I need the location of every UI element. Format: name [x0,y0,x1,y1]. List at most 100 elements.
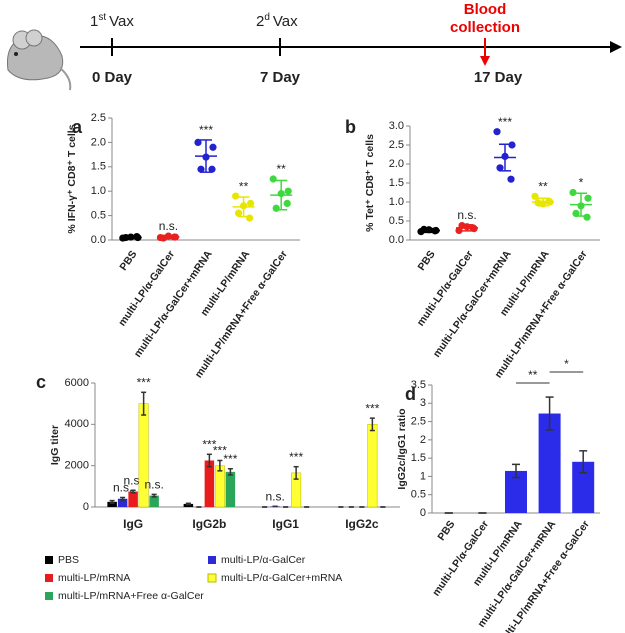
significance-label: *** [498,115,512,129]
bar [572,461,595,513]
significance-label: *** [365,401,379,415]
panel-letter: c [36,372,46,392]
x-tick-label: multi-LP/α-GalCer+mRNA [431,248,514,360]
bar [117,498,128,507]
significance-label: *** [202,437,216,451]
bar [149,495,159,507]
data-point [534,199,542,207]
data-point [583,213,591,221]
y-tick-label: 2.0 [91,136,106,148]
y-tick-label: 0 [83,501,89,513]
legend-label: multi-LP/α-GalCer [221,554,306,566]
y-tick-label: 2 [420,434,426,446]
legend-label: multi-LP/mRNA [58,572,130,584]
y-tick-label: 2.0 [389,158,404,170]
data-point [194,138,202,146]
data-point [584,194,592,202]
data-point [246,214,254,222]
y-tick-label: 1.0 [91,185,106,197]
event-label: collection [450,19,520,36]
panel-letter: d [405,384,416,404]
significance-label: *** [199,123,213,137]
y-tick-label: 6000 [65,377,89,389]
significance-label: ** [538,179,548,193]
x-tick-label: IgG2b [192,517,226,531]
timeline: 1st Vax 2d Vax Blood collection 0 Day 7 Da… [80,1,622,86]
y-tick-label: 1 [420,470,426,482]
y-tick-label: 1.0 [389,196,404,208]
significance-label: ** [528,368,538,382]
y-tick-label: 1.5 [389,177,404,189]
bar [107,501,117,507]
bar [505,470,527,513]
y-tick-label: 0 [420,507,426,519]
day-label: 7 Day [260,69,301,86]
legend-label: PBS [58,554,79,566]
data-point [531,192,539,200]
y-tick-label: 0.5 [389,215,404,227]
significance-label: n.s. [123,473,142,487]
x-tick-label: IgG2c [345,517,379,531]
x-tick-label: PBS [435,518,457,543]
data-point [572,209,580,217]
y-axis-label: IgG titer [49,425,61,465]
y-tick-label: 4000 [65,418,89,430]
day-label: 0 Day [92,69,133,86]
data-point [272,204,280,212]
event-label: 2d Vax [256,12,298,30]
significance-label: n.s. [144,478,163,492]
y-tick-label: 0.5 [411,489,426,501]
panel-letter: b [345,117,356,137]
legend-swatch [45,592,53,600]
data-point [508,141,516,149]
x-tick-label: IgG1 [272,517,299,531]
x-tick-label: PBS [416,248,438,273]
significance-label: * [564,357,569,371]
bar [204,460,215,507]
significance-label: n.s. [265,490,284,504]
data-point [507,175,515,183]
y-tick-label: 2000 [65,460,89,472]
significance-label: n.s. [159,219,178,233]
legend-label: multi-LP/α-GalCer+mRNA [221,572,342,584]
x-tick-label: PBS [117,248,139,273]
significance-label: ** [277,162,287,176]
y-axis-label: % IFN-γ⁺ CD8⁺ T cells [66,124,78,233]
significance-label: *** [213,444,227,458]
significance-label: n.s. [457,208,476,222]
y-tick-label: 1.5 [411,452,426,464]
bar [214,465,225,508]
data-point [493,128,501,136]
significance-label: *** [223,452,237,466]
legend-label: multi-LP/mRNA+Free α-GalCer [58,590,204,602]
data-point [208,165,216,173]
legend-swatch [45,574,53,582]
legend-swatch [208,556,216,564]
legend-swatch [207,573,217,583]
y-tick-label: 3.5 [411,379,426,391]
y-tick-label: 1.5 [91,161,106,173]
y-tick-label: 3.0 [389,120,404,132]
data-point [269,175,277,183]
bar [225,471,236,507]
bar [183,503,194,507]
panel-letter: a [72,117,83,137]
significance-label: ** [239,179,249,193]
significance-label: * [579,176,584,190]
data-point [283,199,291,207]
y-tick-label: 2.5 [91,112,106,124]
data-point [232,192,240,200]
data-point [235,209,243,217]
y-axis-label: IgG2c/IgG1 ratio [396,408,408,489]
significance-label: *** [137,375,151,389]
bar [128,491,138,507]
y-tick-label: 2.5 [389,139,404,151]
x-tick-label: IgG [123,517,143,531]
data-point [197,165,205,173]
y-tick-label: 0.5 [91,210,106,222]
data-point [209,143,217,151]
event-label: Blood [464,1,507,18]
mouse-icon [6,29,72,91]
significance-label: n.s. [113,481,132,495]
